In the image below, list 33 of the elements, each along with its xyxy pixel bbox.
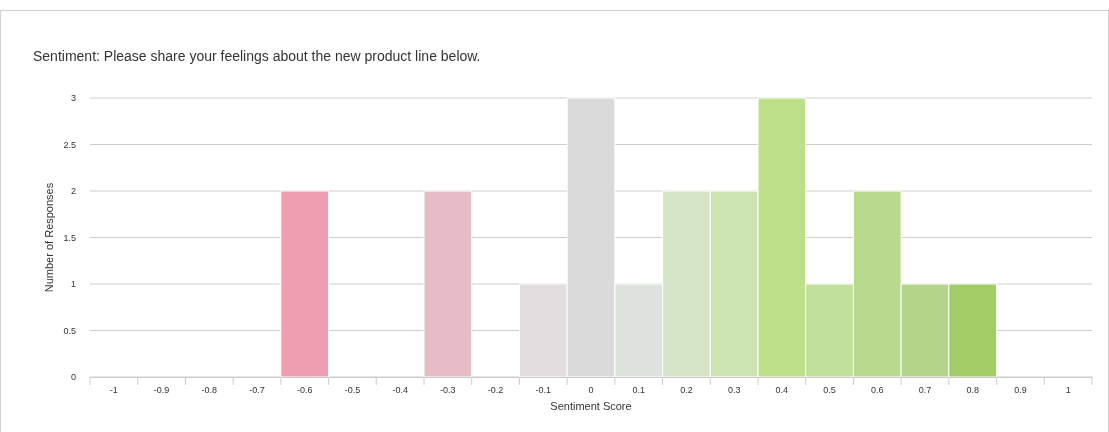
x-tick-label: -0.2	[487, 385, 504, 396]
x-tick-label: 0.7	[918, 385, 932, 396]
x-tick-label: 0.6	[871, 385, 884, 396]
bar	[280, 190, 330, 378]
x-tick-label: 0.9	[1014, 385, 1027, 396]
x-tick-label: 0	[588, 385, 594, 396]
y-tick-label: 1.5	[63, 232, 76, 243]
x-axis-title: Sentiment Score	[550, 400, 632, 412]
x-tick-label: -0.4	[392, 385, 408, 396]
chart-title: Sentiment: Please share your feelings about the new product line below.	[33, 48, 481, 64]
y-tick-label: 2.5	[63, 139, 76, 150]
x-tick-label: -0.7	[249, 385, 265, 396]
x-tick-label: 0.8	[966, 385, 979, 396]
x-tick-label: -0.1	[535, 385, 552, 396]
x-tick-label: 0.4	[775, 385, 789, 396]
x-tick-label: -0.3	[440, 385, 456, 396]
x-tick-label: 0.2	[680, 385, 693, 396]
x-tick-label: 1	[1065, 385, 1071, 396]
y-tick-label: 2	[70, 186, 76, 197]
x-tick-label: -0.6	[296, 385, 313, 396]
bar	[423, 190, 473, 378]
y-tick-label: 1	[70, 279, 76, 290]
y-tick-label: 3	[70, 93, 76, 104]
x-tick-label: 0.5	[823, 385, 836, 396]
x-tick-label: -0.5	[344, 385, 361, 396]
y-axis-title: Number of Responses	[43, 182, 55, 293]
x-tick-label: -1	[109, 385, 118, 396]
x-tick-label: 0.3	[727, 385, 741, 396]
x-tick-label: -0.8	[201, 385, 218, 396]
x-tick-label: -0.9	[153, 385, 170, 396]
y-tick-label: 0.5	[63, 325, 76, 336]
y-tick-label: 0	[70, 372, 76, 383]
x-tick-label: 0.1	[632, 385, 645, 396]
